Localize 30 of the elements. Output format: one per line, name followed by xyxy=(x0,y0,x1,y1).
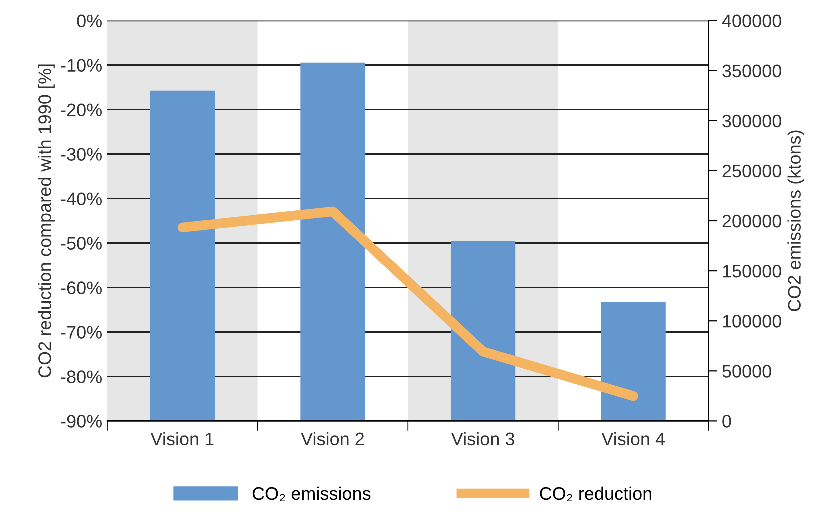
y2-tick-label: 400000 xyxy=(722,14,782,28)
y-tick-label: -10% xyxy=(61,59,102,72)
bar xyxy=(601,302,666,422)
y-tick-label: -50% xyxy=(61,237,102,250)
y-tick-label: -30% xyxy=(61,148,102,161)
y-axis-title: CO2 reduction compared with 1990 [%] xyxy=(38,64,55,378)
legend-label: CO₂ reduction xyxy=(540,486,652,502)
y-tick-label: -90% xyxy=(61,415,102,428)
y-tick-label: -70% xyxy=(61,326,102,339)
y-tick-label: -80% xyxy=(61,370,102,384)
y2-tick-label: 300000 xyxy=(722,114,782,128)
y2-tick-label: 350000 xyxy=(722,64,782,78)
y2-tick-label: 0 xyxy=(722,415,732,428)
x-tick-label: Vision 1 xyxy=(150,432,214,446)
x-tick-label: Vision 4 xyxy=(602,432,666,446)
x-tick-label: Vision 3 xyxy=(451,432,514,446)
y2-tick-label: 50000 xyxy=(722,365,772,378)
x-tick-label: Vision 2 xyxy=(301,432,364,446)
y2-tick-label: 250000 xyxy=(722,164,782,178)
legend-label: CO₂ emissions xyxy=(252,486,371,502)
y-tick-label: -20% xyxy=(61,104,102,116)
y2-axis-title: CO2 emissions (ktons) xyxy=(788,130,805,312)
y-tick-label: -60% xyxy=(61,282,102,294)
y2-tick-label: 100000 xyxy=(723,315,782,328)
y2-tick-label: 150000 xyxy=(723,264,782,278)
bar xyxy=(300,62,366,422)
y2-tick-label: 200000 xyxy=(722,214,782,228)
y-tick-label: 0% xyxy=(77,14,102,28)
bar xyxy=(450,241,516,422)
y-tick-label: -40% xyxy=(61,192,102,206)
